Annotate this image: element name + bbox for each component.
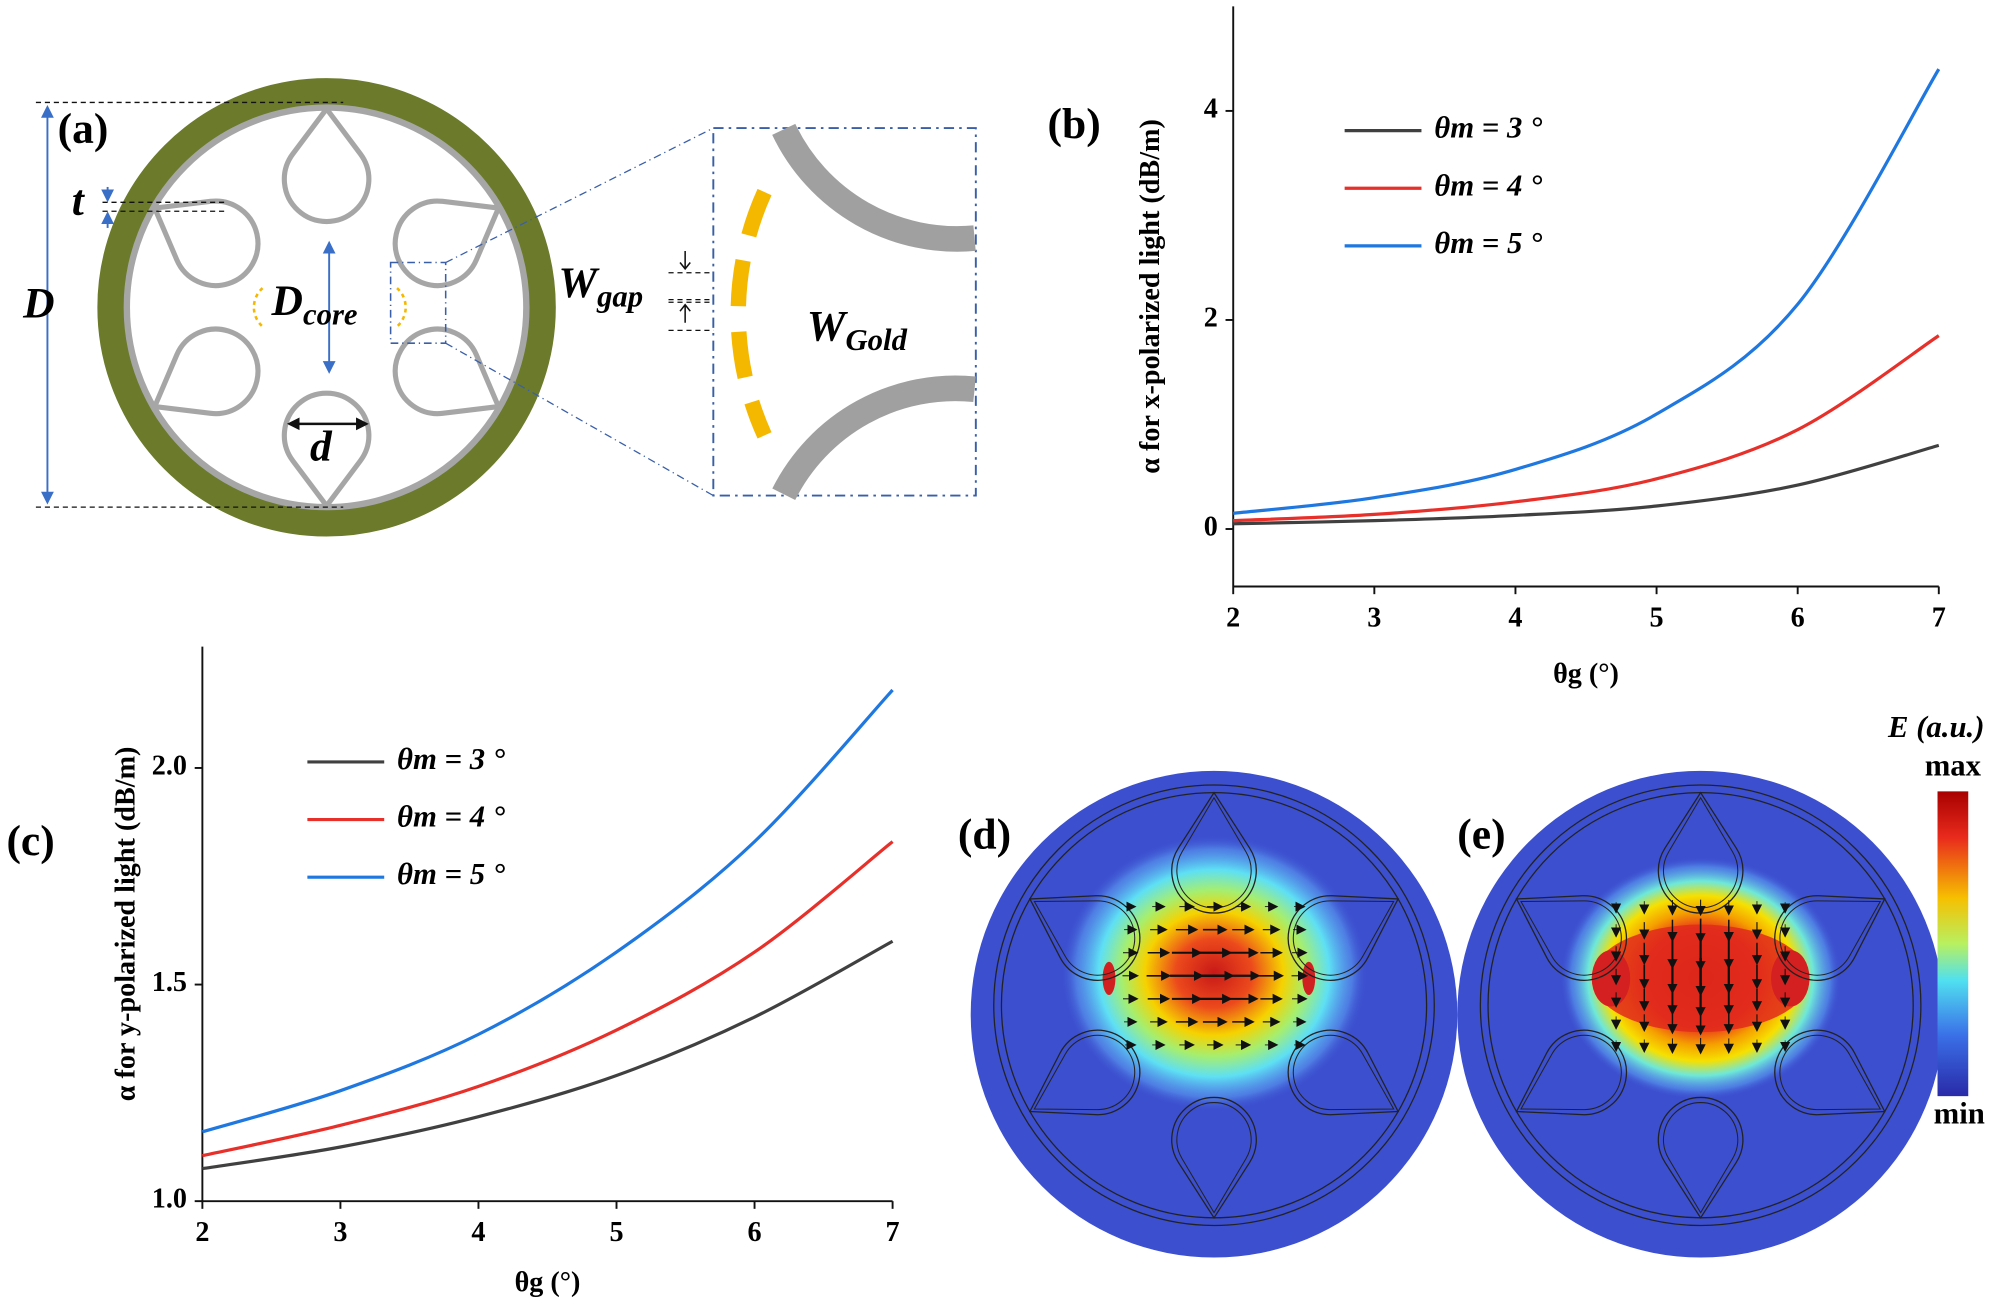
zoom-source [389, 261, 447, 344]
capillary [392, 198, 503, 289]
y-tick-label: 2.0 [152, 750, 187, 781]
panel-label: (e) [1457, 811, 1505, 859]
colorbar-title: E (a.u.) [1887, 710, 1984, 744]
x-tick-label: 5 [1650, 602, 1664, 633]
panel-label: (c) [6, 817, 54, 865]
panel-label: (a) [58, 105, 109, 153]
x-tick-label: 6 [748, 1217, 762, 1248]
x-tick-label: 5 [609, 1217, 623, 1248]
label-t: t [72, 177, 86, 225]
inner-ring [993, 784, 1435, 1227]
capillary [1028, 895, 1141, 981]
y-tick-label: 2 [1204, 302, 1218, 333]
x-tick-label: 3 [1367, 602, 1381, 633]
label-d: D [22, 279, 54, 327]
capillary [1287, 895, 1400, 981]
capillary [1662, 1102, 1739, 1214]
y-tick-label: 1.0 [152, 1184, 187, 1215]
capillary [1171, 1096, 1257, 1219]
line-series [202, 840, 894, 1158]
legend-label: θm = 3 ° [397, 742, 506, 776]
fiber-diagram: (a) D t d Dcore Wgap WGold [22, 78, 977, 537]
capillary-wall [772, 123, 976, 252]
zoom-lines [445, 127, 714, 497]
label-d-small: d [310, 423, 333, 471]
y-axis-label: α for y-polarized light (dB/m) [111, 747, 142, 1102]
line-series [1233, 68, 1941, 515]
capillary [1287, 1029, 1400, 1116]
field-map-d [970, 770, 1458, 1258]
x-axis-label: θg (°) [515, 1267, 581, 1298]
capillary [1657, 1096, 1744, 1219]
gold-layer [252, 287, 264, 328]
x-tick-label: 2 [1226, 602, 1240, 633]
capillary [151, 326, 261, 417]
panel-label: (d) [958, 811, 1011, 859]
capillary [392, 326, 503, 417]
capillary [281, 390, 372, 511]
y-tick-label: 1.5 [152, 967, 187, 998]
line-series [202, 939, 894, 1171]
x-tick-label: 4 [471, 1217, 485, 1248]
capillary [1520, 1034, 1622, 1111]
line-series [201, 688, 894, 1134]
colorbar-min: min [1934, 1097, 1985, 1131]
capillary [281, 104, 372, 225]
label-wgold: WGold [807, 302, 908, 357]
x-tick-label: 4 [1508, 602, 1522, 633]
field-hotspot [1302, 961, 1316, 995]
colorbar-max: max [1925, 748, 1982, 782]
capillary [1171, 791, 1257, 914]
y-tick-label: 4 [1204, 93, 1218, 124]
capillary-wall [772, 375, 976, 501]
line-series [1233, 334, 1940, 523]
capillary [1176, 1102, 1252, 1214]
capillary [1779, 1034, 1882, 1111]
colorbar [1937, 791, 1969, 1097]
x-axis-label: θg (°) [1553, 659, 1619, 690]
legend-label: θm = 4 ° [397, 800, 506, 834]
y-axis-label: α for x-polarized light (dB/m) [1135, 119, 1166, 474]
y-tick-label: 0 [1204, 511, 1218, 542]
x-tick-label: 2 [195, 1217, 209, 1248]
legend-label: θm = 5 ° [1434, 226, 1543, 260]
x-tick-label: 3 [333, 1217, 347, 1248]
line-series [1233, 443, 1940, 526]
legend-label: θm = 5 ° [397, 857, 506, 891]
capillary [1033, 1034, 1136, 1111]
legend-label: θm = 4 ° [1434, 168, 1543, 202]
capillary [1292, 1034, 1395, 1111]
x-tick-label: 7 [886, 1217, 900, 1248]
x-tick-label: 7 [1932, 602, 1946, 633]
gold-layer [396, 287, 407, 328]
capillary [1028, 1029, 1141, 1116]
label-wgap: Wgap [558, 259, 643, 314]
field-hotspot [1060, 834, 1368, 1112]
x-tick-label: 6 [1791, 602, 1805, 633]
field-map-e [1457, 770, 1944, 1258]
inner-ring [1479, 784, 1922, 1227]
legend-label: θm = 3 ° [1434, 111, 1543, 145]
gold-film [730, 188, 772, 439]
label-dcore: Dcore [271, 277, 358, 332]
capillary [151, 198, 261, 289]
panel-label: (b) [1048, 100, 1101, 148]
